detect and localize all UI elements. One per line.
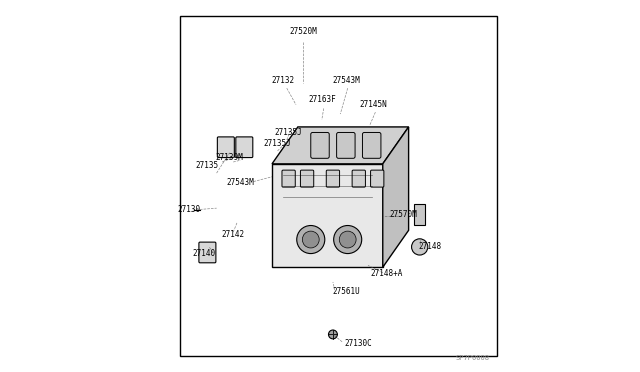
FancyBboxPatch shape [218, 137, 234, 158]
Text: 27520M: 27520M [289, 27, 317, 36]
FancyBboxPatch shape [311, 132, 329, 158]
Circle shape [333, 225, 362, 254]
Circle shape [412, 239, 428, 255]
Text: 27570M: 27570M [389, 210, 417, 219]
FancyBboxPatch shape [414, 205, 425, 225]
Text: 27543M: 27543M [227, 178, 255, 187]
Circle shape [302, 231, 319, 248]
FancyBboxPatch shape [199, 242, 216, 263]
Text: 27130: 27130 [177, 205, 200, 215]
Text: 27561U: 27561U [332, 287, 360, 296]
Text: 27135J: 27135J [275, 128, 303, 137]
Text: 27140: 27140 [192, 249, 215, 258]
Text: 27135: 27135 [196, 161, 219, 170]
Circle shape [328, 330, 337, 339]
Text: 27139M: 27139M [216, 153, 243, 162]
Text: 27145N: 27145N [360, 100, 387, 109]
Text: 27142: 27142 [221, 230, 244, 239]
Bar [180, 16, 497, 356]
Text: 27130C: 27130C [345, 339, 372, 348]
Polygon shape [383, 127, 408, 267]
FancyBboxPatch shape [326, 170, 340, 187]
Text: 27135J: 27135J [264, 139, 291, 148]
Text: 27148+A: 27148+A [371, 269, 403, 278]
FancyBboxPatch shape [352, 170, 365, 187]
Circle shape [339, 231, 356, 248]
FancyBboxPatch shape [300, 170, 314, 187]
Polygon shape [272, 127, 408, 164]
Text: SP7P0008: SP7P0008 [456, 355, 490, 361]
FancyBboxPatch shape [236, 137, 253, 158]
FancyBboxPatch shape [337, 132, 355, 158]
Text: 27543M: 27543M [333, 76, 360, 85]
FancyBboxPatch shape [282, 170, 295, 187]
FancyBboxPatch shape [272, 164, 383, 267]
FancyBboxPatch shape [371, 170, 384, 187]
Text: 27132: 27132 [271, 76, 294, 85]
Text: 27148: 27148 [419, 243, 442, 251]
Circle shape [297, 225, 324, 254]
Text: 27163F: 27163F [308, 95, 336, 104]
FancyBboxPatch shape [362, 132, 381, 158]
